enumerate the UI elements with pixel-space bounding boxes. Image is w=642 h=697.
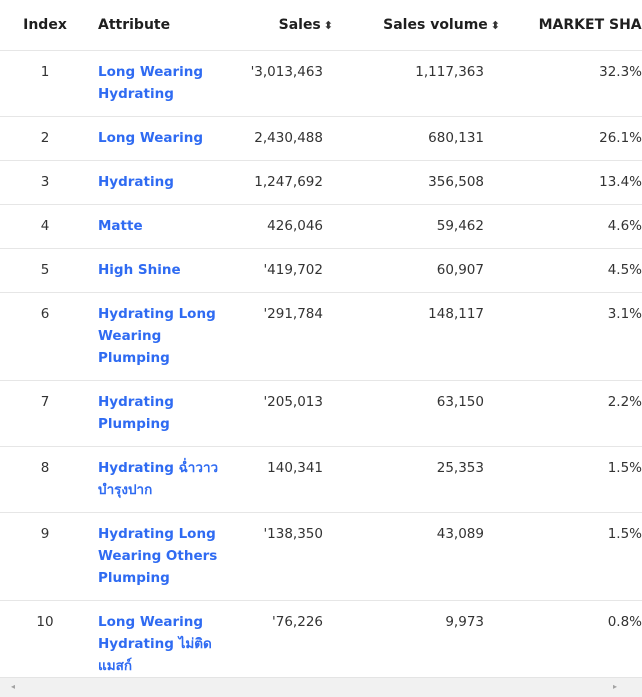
attribute-link[interactable]: Matte: [98, 218, 143, 234]
row-sales: 426,046: [267, 218, 323, 234]
row-sales-volume: 43,089: [436, 526, 484, 542]
attribute-link[interactable]: Hydrating Long Wearing Plumping: [98, 306, 216, 366]
row-sales-volume: 60,907: [436, 262, 484, 278]
row-market-share: 4.5%: [607, 262, 642, 278]
row-index: 10: [36, 614, 54, 630]
row-attribute: High Shine: [90, 249, 228, 293]
row-attribute: Hydrating Plumping: [90, 381, 228, 447]
attribute-link[interactable]: Hydrating ฉ่ำวาว บำรุงปาก: [98, 460, 219, 498]
row-attribute: Matte: [90, 205, 228, 249]
row-sales: '76,226: [272, 614, 323, 630]
attribute-link[interactable]: Hydrating Plumping: [98, 394, 174, 432]
row-sales: '138,350: [263, 526, 323, 542]
table-row: 4 Matte 426,046 59,462 4.6%: [0, 204, 642, 249]
header-sales[interactable]: Sales ⬍: [228, 0, 345, 51]
row-sales-volume: 63,150: [436, 394, 484, 410]
row-sales-volume: 680,131: [428, 130, 484, 146]
row-attribute: Hydrating Long Wearing Others Plumping: [90, 513, 228, 601]
attribute-link[interactable]: Long Wearing Hydrating: [98, 64, 204, 102]
row-market-share: 0.8%: [607, 614, 642, 630]
row-index: 2: [40, 130, 50, 146]
attribute-link[interactable]: Hydrating: [98, 174, 174, 190]
row-index: 6: [40, 306, 50, 322]
table-row: 1 Long Wearing Hydrating '3,013,463 1,117,3…: [0, 50, 642, 117]
row-market-share: 1.5%: [607, 526, 642, 542]
row-index: 1: [40, 64, 50, 80]
table-row: 8 Hydrating ฉ่ำวาว บำรุงปาก 140,341 25,353 1…: [0, 446, 642, 513]
row-index: 3: [40, 174, 50, 190]
row-attribute: Hydrating Long Wearing Plumping: [90, 293, 228, 381]
table-row: 3 Hydrating 1,247,692 356,508 13.4%: [0, 160, 642, 205]
row-index: 8: [40, 460, 50, 476]
row-sales-volume: 9,973: [445, 614, 484, 630]
row-attribute: Long Wearing Hydrating ไม่ติดแมสก์: [90, 601, 228, 689]
sort-icon[interactable]: ⬍: [323, 19, 333, 32]
row-index: 7: [40, 394, 50, 410]
header-sales-volume[interactable]: Sales volume ⬍: [345, 0, 512, 51]
row-market-share: 1.5%: [607, 460, 642, 476]
row-market-share: 13.4%: [599, 174, 642, 190]
attribute-link[interactable]: High Shine: [98, 262, 181, 278]
table-header: Index Attribute Sales ⬍ Sales volume ⬍ MAR…: [0, 0, 642, 51]
sort-icon[interactable]: ⬍: [490, 19, 500, 32]
table-row: 7 Hydrating Plumping '205,013 63,150 2.2%: [0, 380, 642, 447]
header-sales-volume-label: Sales volume: [383, 17, 488, 33]
row-index: 9: [40, 526, 50, 542]
row-attribute: Long Wearing: [90, 117, 228, 161]
header-row: Index Attribute Sales ⬍ Sales volume ⬍ MAR…: [0, 0, 642, 51]
scroll-right-icon[interactable]: ▸: [612, 682, 617, 691]
row-sales: 2,430,488: [254, 130, 323, 146]
row-market-share: 2.2%: [607, 394, 642, 410]
attribute-link[interactable]: Hydrating Long Wearing Others Plumping: [98, 526, 218, 586]
table-row: 2 Long Wearing 2,430,488 680,131 26.1%: [0, 116, 642, 161]
header-index: Index: [23, 17, 67, 33]
row-sales: '419,702: [263, 262, 323, 278]
header-attribute: Attribute: [98, 17, 171, 33]
row-sales-volume: 148,117: [428, 306, 484, 322]
table-row: 9 Hydrating Long Wearing Others Plumping '…: [0, 512, 642, 601]
attribute-link[interactable]: Long Wearing Hydrating ไม่ติดแมสก์: [98, 614, 212, 674]
table-body: 1 Long Wearing Hydrating '3,013,463 1,117,3…: [0, 50, 642, 689]
row-sales-volume: 25,353: [436, 460, 484, 476]
horizontal-scrollbar[interactable]: ◂ ▸: [0, 677, 642, 697]
row-attribute: Hydrating: [90, 161, 228, 205]
row-sales: '3,013,463: [250, 64, 323, 80]
row-market-share: 4.6%: [607, 218, 642, 234]
row-attribute: Long Wearing Hydrating: [90, 51, 228, 117]
row-attribute: Hydrating ฉ่ำวาว บำรุงปาก: [90, 447, 228, 513]
row-sales-volume: 1,117,363: [415, 64, 484, 80]
header-market-share: MARKET SHARE: [538, 17, 642, 33]
row-market-share: 32.3%: [599, 64, 642, 80]
table-row: 6 Hydrating Long Wearing Plumping '291,784…: [0, 292, 642, 381]
row-sales-volume: 59,462: [436, 218, 484, 234]
row-market-share: 26.1%: [599, 130, 642, 146]
attribute-link[interactable]: Long Wearing: [98, 130, 204, 146]
row-sales: '291,784: [263, 306, 323, 322]
scroll-left-icon[interactable]: ◂: [10, 682, 15, 691]
row-index: 4: [40, 218, 50, 234]
row-index: 5: [40, 262, 50, 278]
row-sales: 140,341: [267, 460, 323, 476]
header-sales-label: Sales: [278, 17, 321, 33]
row-market-share: 3.1%: [607, 306, 642, 322]
row-sales-volume: 356,508: [428, 174, 484, 190]
row-sales: 1,247,692: [254, 174, 323, 190]
table-row: 5 High Shine '419,702 60,907 4.5%: [0, 248, 642, 293]
table-row: 10 Long Wearing Hydrating ไม่ติดแมสก์ '76,…: [0, 600, 642, 689]
row-sales: '205,013: [263, 394, 323, 410]
